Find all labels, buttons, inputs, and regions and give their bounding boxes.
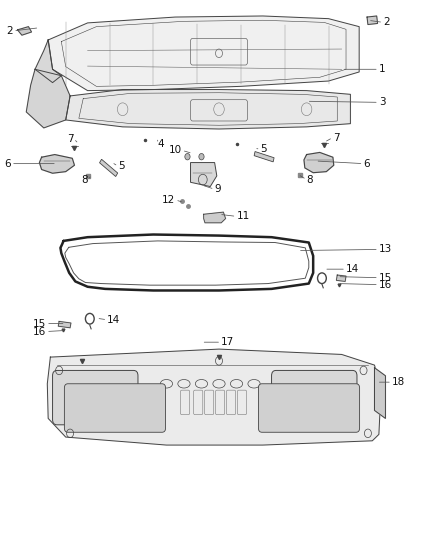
Text: 10: 10 <box>169 146 182 155</box>
Polygon shape <box>35 40 61 83</box>
Text: 14: 14 <box>346 264 359 274</box>
Text: 6: 6 <box>4 159 11 168</box>
FancyBboxPatch shape <box>258 384 360 432</box>
Text: 2: 2 <box>383 18 390 27</box>
Polygon shape <box>26 69 70 128</box>
Bar <box>254 151 274 162</box>
Polygon shape <box>336 275 346 281</box>
FancyBboxPatch shape <box>64 384 166 432</box>
Polygon shape <box>18 27 32 35</box>
Text: 9: 9 <box>215 184 221 194</box>
Text: 12: 12 <box>162 195 175 205</box>
Text: 18: 18 <box>392 377 405 387</box>
Polygon shape <box>39 155 74 173</box>
Text: 7: 7 <box>67 134 74 143</box>
Polygon shape <box>374 368 385 418</box>
Polygon shape <box>204 212 226 223</box>
Text: 8: 8 <box>81 175 88 185</box>
Text: 7: 7 <box>333 133 339 142</box>
Text: 14: 14 <box>107 315 120 325</box>
Text: 13: 13 <box>379 245 392 254</box>
Text: 16: 16 <box>379 280 392 289</box>
Polygon shape <box>367 16 378 25</box>
Text: 1: 1 <box>379 64 385 74</box>
FancyBboxPatch shape <box>53 370 138 425</box>
Text: 15: 15 <box>379 273 392 282</box>
Text: 4: 4 <box>158 139 164 149</box>
Polygon shape <box>66 90 350 129</box>
Text: 16: 16 <box>33 327 46 336</box>
Bar <box>99 159 118 176</box>
Text: 11: 11 <box>237 212 250 221</box>
Text: 5: 5 <box>118 161 125 171</box>
Text: 8: 8 <box>307 175 313 184</box>
Text: 17: 17 <box>221 337 234 347</box>
Polygon shape <box>48 16 359 91</box>
Polygon shape <box>47 349 381 445</box>
Text: 6: 6 <box>364 159 370 168</box>
Text: 5: 5 <box>261 144 267 154</box>
Polygon shape <box>58 321 71 328</box>
Circle shape <box>185 154 190 160</box>
Circle shape <box>199 154 204 160</box>
Text: 15: 15 <box>33 319 46 328</box>
Text: 3: 3 <box>379 98 385 107</box>
Text: 2: 2 <box>7 26 13 36</box>
FancyBboxPatch shape <box>272 370 357 425</box>
Polygon shape <box>304 152 334 173</box>
Polygon shape <box>191 163 217 187</box>
